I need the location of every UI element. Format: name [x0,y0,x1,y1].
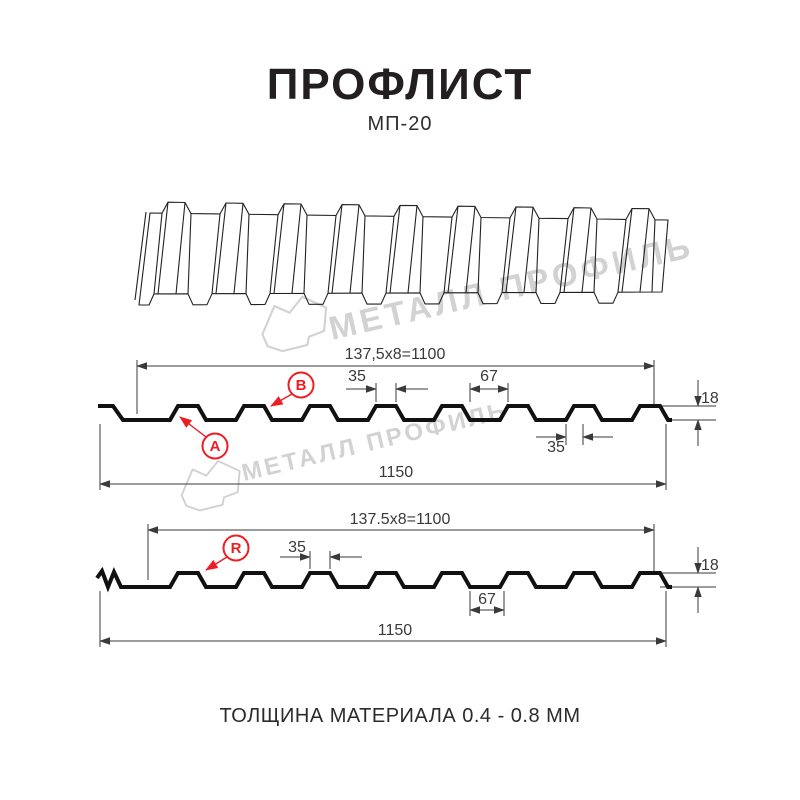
profile-sheet-3d-linework [134,201,669,306]
cross-section-top: 137,5x8=1100 35 67 35 18 1150 A B [98,346,719,490]
valley-width-label-bottom: 67 [478,591,496,608]
profile-polyline-top [98,404,672,422]
coverage-width-label-bottom: 137.5x8=1100 [350,511,451,528]
profile-height-label-top: 18 [701,390,719,407]
leader-arrow-b [270,393,293,407]
leader-arrow-r [205,556,228,571]
brand-gem-icon [180,460,241,512]
overall-width-label-bottom: 1150 [378,622,413,639]
valley-width-label: 67 [480,368,498,385]
brand-gem-icon [261,295,328,353]
material-thickness-note: ТОЛЩИНА МАТЕРИАЛА 0.4 - 0.8 ММ [219,705,581,727]
page-title: ПРОФЛИСТ [266,60,534,109]
profile-polyline-bottom [95,566,672,593]
rib-top-width-label-bottom: 35 [288,539,306,556]
leader-arrow-a [179,416,207,438]
watermark-lower: МЕТАЛЛ ПРОФИЛЬ [180,397,510,512]
rib-bottom-width-label: 35 [547,439,565,456]
coverage-width-label-top: 137,5x8=1100 [345,346,446,363]
rib-top-width-label: 35 [348,368,366,385]
callout-circle-r [222,534,250,562]
profile-height-label-bottom: 18 [701,557,719,574]
callout-circle-b [287,371,315,399]
cross-section-bottom: 137.5x8=1100 35 67 18 1150 R [95,511,719,647]
callout-letter-b: B [296,377,307,394]
profile-model-subtitle: МП-20 [367,113,433,135]
cross-section-top-dimension-lines [99,360,716,490]
callout-letter-a: A [210,438,221,455]
callout-letter-r: R [231,540,242,557]
callout-circle-a [201,432,229,460]
overall-width-label-top: 1150 [379,464,414,481]
